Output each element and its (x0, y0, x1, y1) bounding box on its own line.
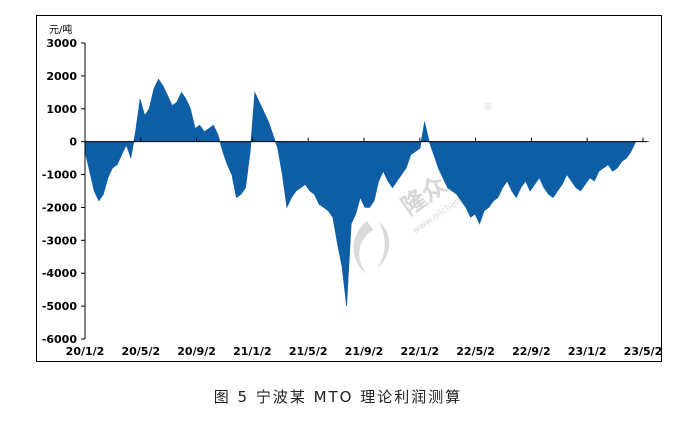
y-tick-label: -3000 (42, 234, 78, 247)
x-tick-label: 20/9/2 (177, 345, 216, 358)
y-tick-label: -6000 (42, 333, 78, 346)
x-tick-label: 21/5/2 (289, 345, 328, 358)
watermark-registered-mark: ® (483, 102, 493, 113)
y-tick-label: 3000 (46, 37, 77, 50)
x-tick-label: 22/9/2 (512, 345, 551, 358)
y-tick-label: 0 (69, 136, 77, 149)
y-tick-label: -4000 (42, 267, 78, 280)
x-axis-ticks: 20/1/2 20/5/2 20/9/2 21/1/2 21/5/2 21/9/2 22/1… (66, 137, 661, 358)
chart-plot: 隆众资讯 www.oilchem.net ® 3000200010000-100… (42, 23, 661, 358)
x-tick-label: 22/1/2 (400, 345, 439, 358)
y-tick-label: 2000 (46, 70, 77, 83)
x-tick-label: 20/5/2 (121, 345, 160, 358)
watermark-logo-icon (353, 221, 390, 274)
y-axis-unit-label: 元/吨 (49, 23, 72, 36)
chart-frame: 隆众资讯 www.oilchem.net ® 3000 2000 1000 0 -100… (36, 15, 662, 362)
profit-area (84, 78, 650, 307)
x-tick-label: 23/5/2 (624, 345, 661, 358)
x-tick-label: 21/9/2 (345, 345, 384, 358)
y-tick-label: -2000 (42, 201, 78, 214)
y-tick-label: -5000 (42, 300, 78, 313)
figure-caption: 图 5 宁波某 MTO 理论利润测算 (213, 388, 463, 406)
x-tick-label: 21/1/2 (233, 345, 272, 358)
y-tick-label: 1000 (46, 103, 77, 116)
x-tick-label: 23/1/2 (568, 345, 607, 358)
y-tick-label: -1000 (42, 169, 78, 182)
y-axis-ticks: 3000 2000 1000 0 -1000 -2000 -3000 -4000 -5000 -6… (42, 37, 85, 346)
x-tick-label: 20/1/2 (66, 345, 105, 358)
x-tick-label: 22/5/2 (456, 345, 495, 358)
